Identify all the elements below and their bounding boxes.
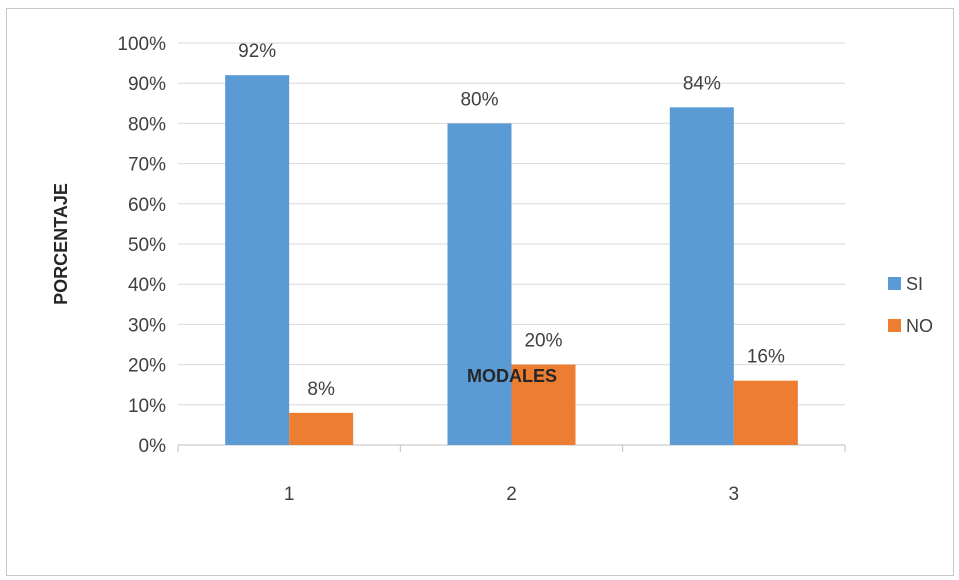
data-label: 8% xyxy=(307,379,335,400)
data-labels: 92% 80% 84% 8% 20% 16% xyxy=(238,41,785,400)
y-tick-label: 0% xyxy=(139,436,167,457)
y-axis-ticks: 0% 10% 20% 30% 40% 50% 60% 70% 80% 90% 100% xyxy=(117,34,166,457)
bar-no xyxy=(511,364,576,445)
data-label: 92% xyxy=(238,41,276,62)
y-tick-label: 30% xyxy=(128,315,166,336)
x-axis-title: MODALES xyxy=(467,366,557,386)
bar-si xyxy=(447,123,512,446)
legend-label: SI xyxy=(906,274,923,294)
y-tick-label: 90% xyxy=(128,74,166,95)
x-tick-label: 1 xyxy=(284,484,295,505)
data-label: 20% xyxy=(524,331,562,352)
y-axis-title: PORCENTAJE xyxy=(51,183,71,305)
legend-label: NO xyxy=(906,316,933,336)
data-label: 16% xyxy=(747,347,785,368)
x-tick-label: 2 xyxy=(506,484,517,505)
bar-no xyxy=(289,412,354,445)
y-tick-label: 20% xyxy=(128,356,166,377)
y-tick-label: 100% xyxy=(117,34,166,55)
data-label: 84% xyxy=(683,73,721,94)
legend-swatch-no xyxy=(888,319,901,332)
y-tick-label: 70% xyxy=(128,155,166,176)
bars xyxy=(225,75,798,446)
y-tick-label: 60% xyxy=(128,195,166,216)
y-tick-label: 40% xyxy=(128,275,166,296)
bar-no xyxy=(733,380,798,445)
bar-si xyxy=(225,75,290,445)
x-tick-label: 3 xyxy=(729,484,740,505)
legend: SI NO xyxy=(888,274,933,336)
bar-si xyxy=(669,107,734,445)
x-axis: 1 2 3 xyxy=(177,444,846,505)
data-label: 80% xyxy=(460,89,498,110)
y-tick-label: 80% xyxy=(128,114,166,135)
y-tick-label: 10% xyxy=(128,396,166,417)
y-tick-label: 50% xyxy=(128,235,166,256)
legend-swatch-si xyxy=(888,277,901,290)
